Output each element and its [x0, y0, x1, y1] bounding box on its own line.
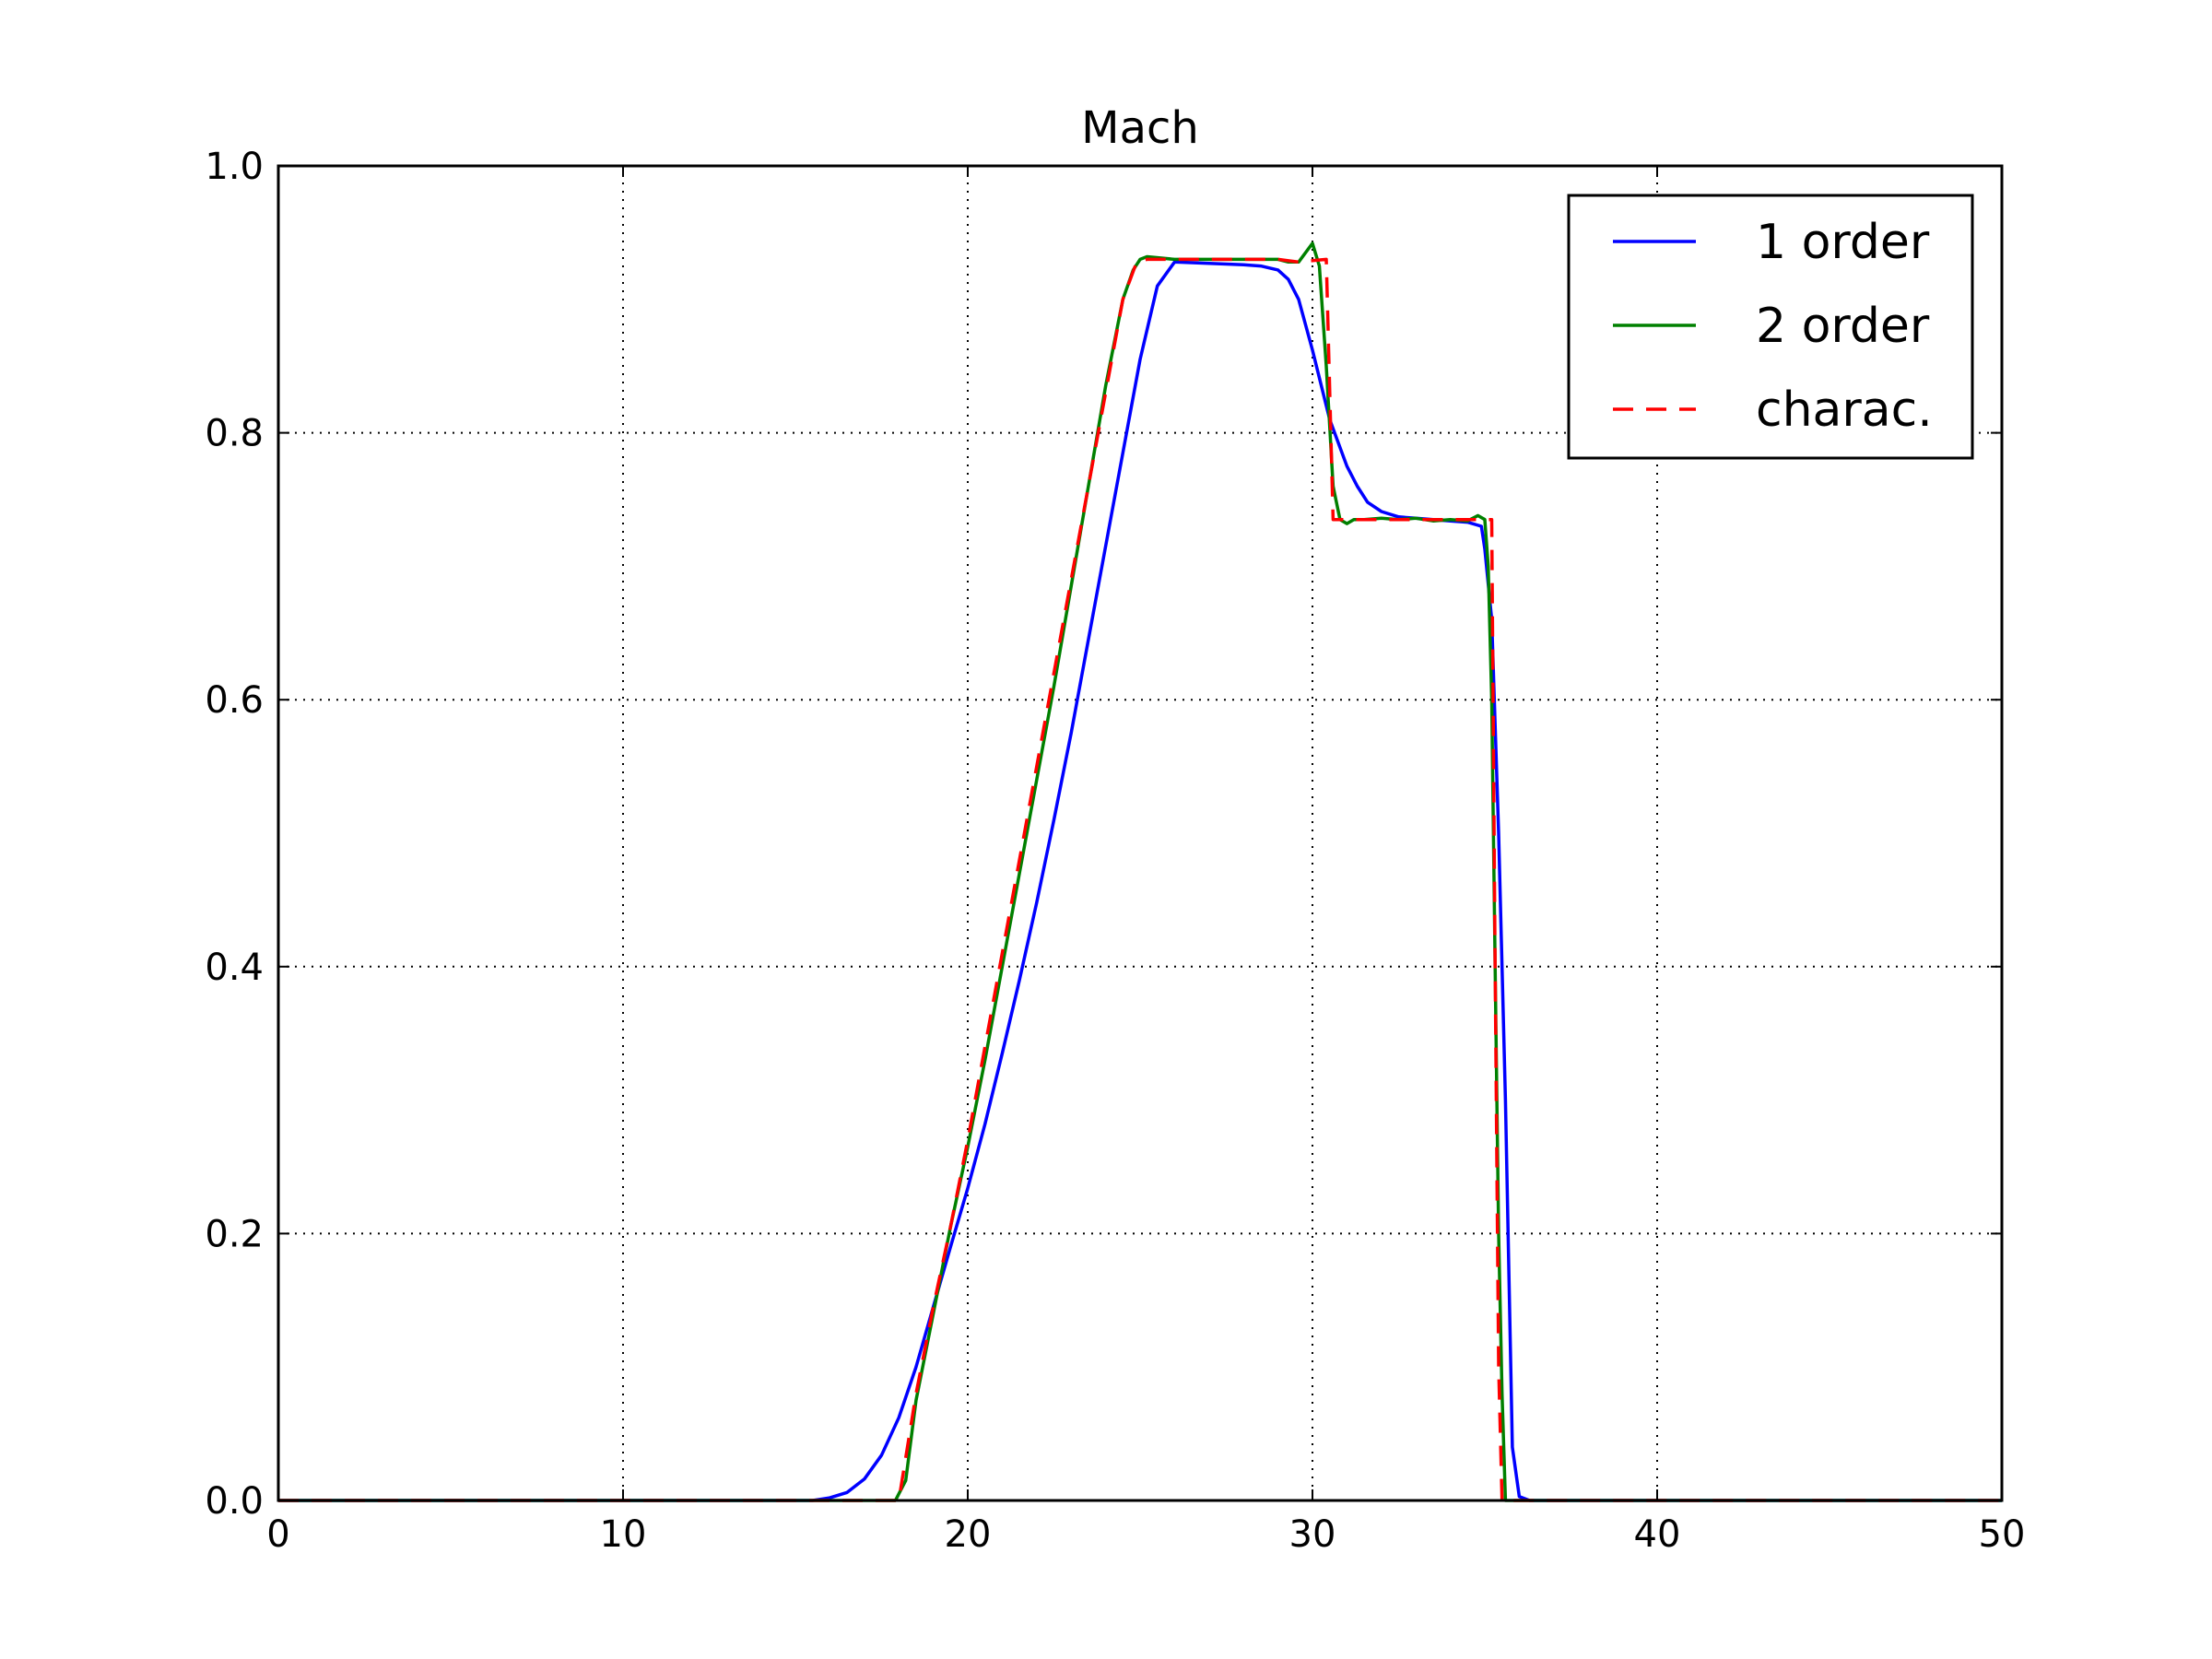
legend-label: 2 order	[1756, 299, 1930, 354]
legend-label: charac.	[1756, 382, 1933, 438]
axis-ticks: 0 10 20 30 40 50 0.0 0.2 0.4 0.6 0.8 1.0	[205, 146, 2025, 1556]
chart-title: Mach	[1081, 102, 1199, 154]
legend-label: 1 order	[1756, 215, 1930, 270]
legend: 1 order 2 order charac.	[1567, 194, 1974, 460]
y-tick-label: 1.0	[205, 146, 264, 188]
series-line-charac	[278, 257, 2002, 1502]
x-tick-label: 50	[1979, 1513, 2026, 1556]
y-tick-label: 0.2	[205, 1213, 264, 1255]
y-tick-label: 0.6	[205, 679, 264, 722]
series-lines	[278, 241, 2002, 1502]
y-tick-label: 0.0	[205, 1480, 264, 1523]
x-tick-label: 0	[266, 1513, 289, 1556]
y-tick-label: 0.4	[205, 947, 264, 989]
x-tick-label: 20	[945, 1513, 992, 1556]
x-tick-label: 10	[600, 1513, 647, 1556]
y-tick-label: 0.8	[205, 413, 264, 455]
x-tick-label: 40	[1634, 1513, 1681, 1556]
x-tick-label: 30	[1289, 1513, 1336, 1556]
plot-area-frame	[276, 164, 2004, 1502]
